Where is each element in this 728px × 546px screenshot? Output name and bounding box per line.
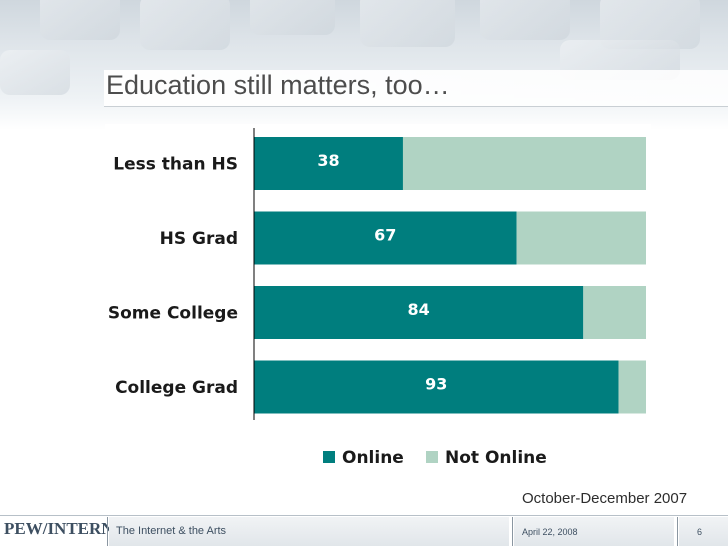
page-title: Education still matters, too… xyxy=(106,70,450,100)
category-label: Some College xyxy=(108,304,238,324)
bar-not-online-less-than-hs xyxy=(402,137,646,190)
footer-separator xyxy=(677,517,678,546)
pew-internet-logo: PEW/INTERNET xyxy=(4,519,137,538)
footer-date-panel xyxy=(514,517,674,546)
bar-online-college-grad xyxy=(254,360,619,414)
bar-not-online-college-grad xyxy=(618,360,646,414)
legend-swatch-not-online xyxy=(426,451,438,463)
legend-swatch-online xyxy=(323,451,335,463)
keyboard-background xyxy=(0,0,728,130)
footer-separator xyxy=(512,517,513,546)
bar-not-online-hs-grad xyxy=(516,211,646,265)
presentation-date: April 22, 2008 xyxy=(522,527,578,537)
footer-separator xyxy=(107,517,108,546)
page-number: 6 xyxy=(697,527,703,537)
footer-page-panel xyxy=(679,517,728,546)
category-label: HS Grad xyxy=(160,229,238,249)
bar-online-some-college xyxy=(254,286,584,339)
footer-divider xyxy=(0,515,728,516)
bar-not-online-some-college xyxy=(583,286,646,339)
title-divider xyxy=(104,106,728,107)
data-label: 67 xyxy=(374,226,396,245)
data-label: 38 xyxy=(317,151,339,170)
footer-title-panel xyxy=(109,517,509,546)
title-bar xyxy=(104,70,728,106)
presentation-title: The Internet & the Arts xyxy=(116,525,227,537)
bar-online-less-than-hs xyxy=(254,137,403,190)
legend-label: Online xyxy=(342,448,404,468)
data-label: 93 xyxy=(425,375,447,394)
data-label: 84 xyxy=(408,300,430,319)
category-label: Less than HS xyxy=(113,155,238,175)
legend-label: Not Online xyxy=(445,448,547,468)
date-range-note: October-December 2007 xyxy=(522,490,688,507)
bar-online-hs-grad xyxy=(254,211,517,265)
category-label: College Grad xyxy=(115,378,238,398)
